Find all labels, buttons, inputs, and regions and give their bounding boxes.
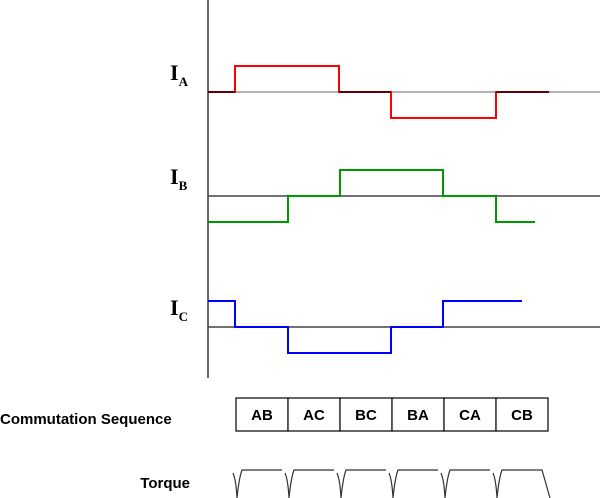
sequence-cell: CB	[495, 397, 549, 432]
signal-a: IA	[170, 60, 600, 119]
sequence-cell: CA	[443, 397, 497, 432]
signal-label: IA	[170, 60, 189, 89]
sequence-cell: BA	[391, 397, 445, 432]
sequence-label: Commutation Sequence	[0, 411, 172, 428]
svg-text:AC: AC	[303, 407, 325, 424]
svg-text:CA: CA	[459, 407, 481, 424]
signal-c: IC	[170, 295, 600, 354]
sequence-cell: AB	[235, 397, 289, 432]
sequence-cell: BC	[339, 397, 393, 432]
torque-label: Torque	[140, 475, 190, 492]
svg-text:BC: BC	[355, 407, 377, 424]
torque-waveform	[232, 469, 551, 498]
svg-text:CB: CB	[511, 407, 533, 424]
sequence-cell: AC	[287, 397, 341, 432]
signal-label: IB	[170, 164, 188, 193]
waveform	[208, 169, 535, 223]
svg-text:AB: AB	[251, 407, 273, 424]
signal-b: IB	[170, 164, 600, 223]
waveform	[208, 300, 522, 354]
svg-text:BA: BA	[407, 407, 429, 424]
signal-label: IC	[170, 295, 188, 324]
